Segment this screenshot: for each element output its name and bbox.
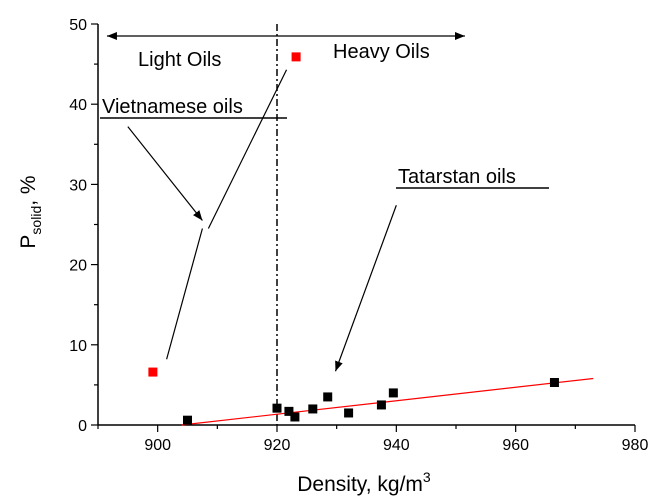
light-oils-label: Light Oils xyxy=(138,49,221,71)
heavy-oils-label: Heavy Oils xyxy=(333,41,430,63)
x-axis-title: Density, kg/m3 xyxy=(297,469,431,496)
y-tick-label: 40 xyxy=(69,97,87,114)
x-tick-label: 960 xyxy=(502,437,529,454)
y-tick-label: 50 xyxy=(69,17,87,34)
data-point-red xyxy=(291,52,301,62)
data-point-red xyxy=(148,367,158,377)
x-tick-label: 940 xyxy=(383,437,410,454)
data-point-black xyxy=(284,406,294,416)
pointer-line xyxy=(166,228,203,360)
data-point-black xyxy=(376,400,386,410)
fit-line xyxy=(181,377,594,426)
plot-area: 900 920 940 960 980 0 10 20 30 40 50 xyxy=(69,17,648,454)
pointer-line xyxy=(207,69,288,229)
data-point-black xyxy=(549,377,559,387)
y-axis-title: Psolid, % xyxy=(17,175,44,248)
y-tick-label: 10 xyxy=(69,338,87,355)
data-point-black xyxy=(388,388,398,398)
x-tick-label: 900 xyxy=(144,437,171,454)
annotation-arrow xyxy=(127,126,203,221)
data-point-black xyxy=(290,412,300,422)
annotation-arrow xyxy=(334,205,397,372)
data-point-black xyxy=(272,403,282,413)
x-tick-label: 980 xyxy=(622,437,649,454)
data-point-black xyxy=(308,404,318,414)
tatarstan-oils-label: Tatarstan oils xyxy=(398,166,516,188)
vietnamese-oils-label: Vietnamese oils xyxy=(102,96,243,118)
x-tick-label: 920 xyxy=(264,437,291,454)
data-point-black xyxy=(344,408,354,418)
y-tick-label: 30 xyxy=(69,177,87,194)
y-tick-label: 20 xyxy=(69,258,87,275)
data-point-black xyxy=(323,392,333,402)
data-point-black xyxy=(183,415,192,425)
y-tick-label: 0 xyxy=(78,418,87,435)
